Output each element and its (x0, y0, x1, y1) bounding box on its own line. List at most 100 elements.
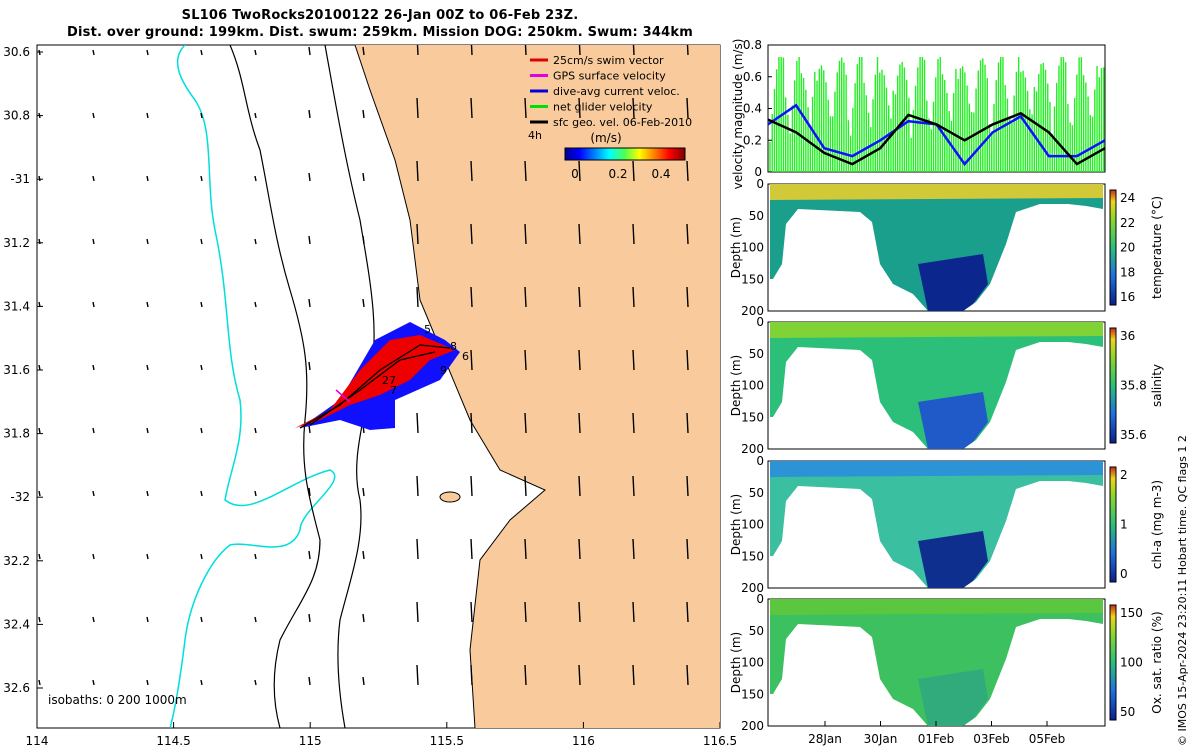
current-arrow (254, 427, 257, 434)
colorbar-tick: 100 (1120, 656, 1143, 670)
current-arrow (146, 553, 149, 560)
colorbar-label: chl-a (mg m-3) (1150, 480, 1164, 569)
legend-label: GPS surface velocity (553, 70, 666, 83)
lon-tick: 114.5 (156, 734, 190, 748)
land-area (355, 45, 720, 728)
current-arrow (254, 553, 257, 560)
current-arrow (578, 538, 581, 560)
current-arrow (308, 487, 311, 497)
current-arrow (200, 238, 203, 245)
island (439, 491, 461, 503)
current-arrow (38, 427, 41, 434)
current-arrow (362, 235, 365, 245)
title-line-1: SL106 TwoRocks20100122 26-Jan 00Z to 06-… (181, 8, 579, 23)
legend-label: dive-avg current veloc. (553, 85, 680, 98)
colorbar-tick: 0.2 (608, 167, 627, 181)
track-labels: 5 86 9 277 (382, 323, 469, 397)
depth-tick: 50 (749, 209, 764, 223)
depth-tick: 0 (756, 454, 764, 468)
panel-colorbar (1109, 466, 1117, 583)
current-arrow (470, 286, 473, 308)
current-arrow (254, 490, 257, 497)
depth-tick: 200 (741, 719, 764, 733)
current-arrow (254, 616, 257, 623)
current-arrow (38, 553, 41, 560)
depth-tick: 100 (741, 379, 764, 393)
current-arrow (200, 49, 203, 56)
current-arrow (146, 301, 149, 308)
depth-tick: 50 (749, 347, 764, 361)
current-arrow (362, 298, 365, 308)
depth-panel-salinity: 50 100 150 200 0 Depth (m) 35.6 35.8 36 salinity (729, 315, 1164, 456)
depth-ylabel: Depth (m) (729, 217, 743, 278)
time-tick: 03Feb (973, 732, 1010, 746)
current-arrow (470, 97, 473, 119)
current-arrow (470, 412, 473, 434)
colorbar-tick: 24 (1120, 191, 1135, 205)
depth-ylabel: Depth (m) (729, 632, 743, 693)
colorbar-tick: 50 (1120, 705, 1135, 719)
colorbar-tick: 35.6 (1120, 428, 1147, 442)
current-arrow (254, 112, 257, 119)
current-arrow (686, 475, 689, 497)
depth-panel-oxygen: 50 100 150 200 0 Depth (m) 50 100 150 Ox. sat. ra… (729, 592, 1164, 733)
legend-label: sfc geo. vel. 06-Feb-2010 (553, 116, 692, 129)
current-arrow (578, 601, 581, 623)
net-velocity-bars (769, 57, 1105, 172)
current-arrow (38, 679, 41, 686)
current-arrow (362, 46, 365, 56)
track-day-label: 8 (450, 340, 457, 353)
lat-tick: 32.2 (3, 554, 30, 568)
current-arrow (524, 286, 527, 308)
current-arrow (146, 238, 149, 245)
colorbar-tick: 20 (1120, 241, 1135, 255)
current-arrow (362, 613, 365, 623)
track-day-label: 6 (462, 350, 469, 363)
current-arrow (146, 427, 149, 434)
time-tick: 30Jan (864, 732, 898, 746)
current-arrow (92, 301, 95, 308)
depth-tick: 50 (749, 486, 764, 500)
current-arrow (524, 160, 527, 182)
side-note: © IMOS 15-Apr-2024 23:20:11 Hobart time.… (1176, 435, 1189, 746)
depth-tick: 150 (741, 410, 764, 424)
current-arrow (200, 553, 203, 560)
current-arrow (254, 238, 257, 245)
velocity-panel: 0 0.2 0.4 0.6 0.8 velocity magnitude (m/s) (731, 38, 1106, 189)
legend-label: 25cm/s swim vector (553, 54, 664, 67)
current-arrow (308, 172, 311, 182)
current-arrow (686, 349, 689, 371)
current-arrow (92, 175, 95, 182)
current-arrow (308, 361, 311, 371)
coastline (354, 45, 546, 728)
time-ticks: 28Jan 30Jan 01Feb 03Feb 05Feb (808, 721, 1065, 746)
profile-field (770, 461, 1103, 588)
current-arrow (632, 601, 635, 623)
depth-tick: 100 (741, 518, 764, 532)
colorbar-label: (m/s) (590, 131, 621, 145)
lat-tick: 32.4 (3, 617, 30, 631)
swim-track (295, 335, 455, 428)
current-arrow (578, 475, 581, 497)
depth-ylabel: Depth (m) (729, 494, 743, 555)
velocity-ytick: 0 (754, 165, 762, 179)
depth-tick: 0 (756, 315, 764, 329)
depth-tick: 200 (741, 304, 764, 318)
current-arrow (92, 490, 95, 497)
current-arrow (146, 364, 149, 371)
current-arrow (578, 286, 581, 308)
current-arrow (632, 97, 635, 119)
current-arrow (92, 427, 95, 434)
colorbar-tick: 35.8 (1120, 379, 1147, 393)
current-arrow (92, 112, 95, 119)
current-arrow (146, 679, 149, 686)
current-arrow (686, 45, 689, 56)
current-arrow (146, 616, 149, 623)
sfc-geo-speed-line (767, 111, 1106, 166)
current-arrow (686, 223, 689, 245)
current-arrow (92, 49, 95, 56)
current-arrow (362, 487, 365, 497)
track-day-label: 9 (440, 364, 447, 377)
current-arrow (416, 664, 419, 686)
